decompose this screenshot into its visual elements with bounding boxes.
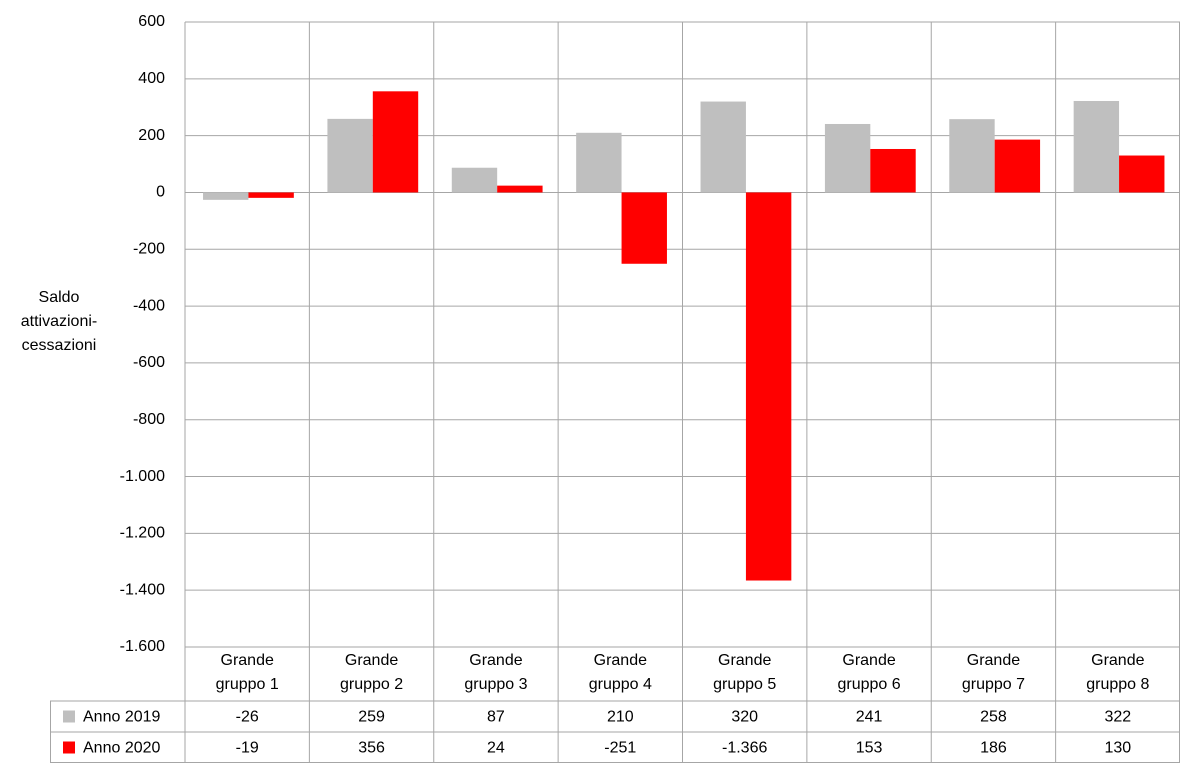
bar <box>949 119 995 193</box>
table-value: -19 <box>236 740 259 757</box>
x-tick-label: Grande gruppo 6 <box>837 652 901 693</box>
bar <box>576 132 622 193</box>
x-tick-label: Grande gruppo 7 <box>961 652 1026 693</box>
table-value: 24 <box>487 740 505 757</box>
x-tick-label: Grande gruppo 3 <box>464 652 528 693</box>
bar <box>372 91 419 193</box>
y-tick-label: -200 <box>133 240 165 257</box>
y-tick-label: 200 <box>138 127 165 144</box>
x-tick-label: Grande gruppo 2 <box>339 652 404 693</box>
legend-swatch <box>63 710 75 723</box>
bar <box>824 123 871 193</box>
y-tick-label: 0 <box>156 184 165 201</box>
x-tick-label: Grande gruppo 1 <box>215 652 279 693</box>
bar <box>327 118 373 193</box>
y-tick-label: -800 <box>133 411 165 428</box>
bar <box>870 148 916 193</box>
legend-label: Anno 2019 <box>83 709 161 726</box>
y-tick-label: -400 <box>133 297 165 314</box>
legend-swatch <box>63 741 75 754</box>
table-value: 320 <box>731 709 758 726</box>
table-value: 258 <box>980 709 1007 726</box>
y-tick-label: -1.400 <box>120 581 165 598</box>
table-value: 130 <box>1104 740 1131 757</box>
y-tick-label: -1.000 <box>120 468 165 485</box>
y-tick-label: 400 <box>138 70 165 87</box>
x-tick-label: Grande gruppo 4 <box>588 652 652 693</box>
table-value: 186 <box>980 740 1007 757</box>
table-value: 210 <box>607 709 634 726</box>
y-axis-title: Saldo attivazioni-cessazioni <box>20 289 98 354</box>
table-value: 259 <box>358 709 385 726</box>
bar <box>621 192 667 264</box>
x-tick-label: Grande gruppo 5 <box>713 652 777 693</box>
bar <box>248 192 294 198</box>
table-value: 241 <box>856 709 883 726</box>
x-tick-label: Grande gruppo 8 <box>1086 652 1150 693</box>
table-value: -251 <box>604 740 636 757</box>
bar <box>745 192 792 581</box>
table-value: -1.366 <box>722 740 767 757</box>
table-value: -26 <box>236 709 259 726</box>
bar <box>497 185 543 193</box>
bar <box>700 101 746 193</box>
bar <box>1119 155 1165 193</box>
y-tick-label: -600 <box>133 354 165 371</box>
legend-label: Anno 2020 <box>83 740 161 757</box>
y-tick-label: -1.200 <box>120 525 165 542</box>
y-tick-label: 600 <box>138 13 165 30</box>
table-value: 87 <box>487 709 505 726</box>
table-value: 356 <box>358 740 385 757</box>
bar <box>451 167 498 193</box>
table-value: 322 <box>1104 709 1131 726</box>
bar <box>994 139 1041 193</box>
bar <box>1073 100 1120 193</box>
table-value: 153 <box>856 740 883 757</box>
y-tick-label: -1.600 <box>120 638 165 655</box>
bar <box>203 192 249 200</box>
